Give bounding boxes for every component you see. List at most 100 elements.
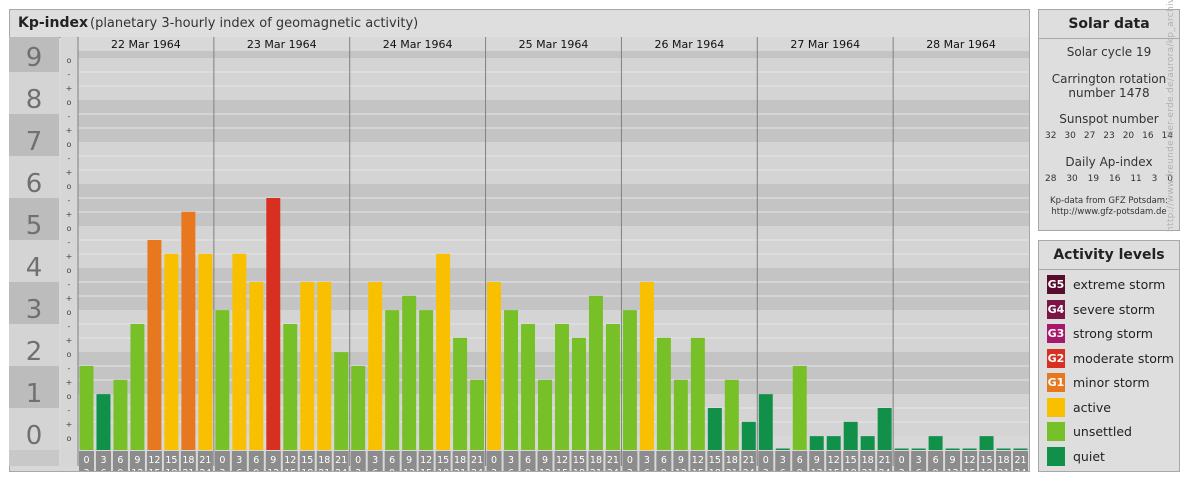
interval-cell: [554, 451, 570, 471]
kp-bar: [232, 253, 247, 450]
interval-start-label: 21: [335, 455, 347, 466]
interval-start-label: 15: [845, 455, 857, 466]
minor-tick-label: +: [66, 84, 73, 93]
sunspot-value: 30: [1064, 131, 1076, 141]
kp-bar: [317, 282, 332, 450]
interval-start-label: 15: [709, 455, 721, 466]
kp-bar: [249, 282, 264, 450]
kp-bar: [113, 379, 128, 450]
kp-bar: [1013, 448, 1028, 450]
interval-cell: [945, 451, 961, 471]
interval-end-label: 3: [899, 468, 905, 471]
interval-start-label: 3: [508, 455, 514, 466]
interval-start-label: 21: [743, 455, 755, 466]
ap-value: 30: [1066, 174, 1078, 184]
y-axis-band: [9, 282, 59, 324]
minor-tick-label: o: [67, 392, 72, 401]
y-tick-label: 8: [26, 85, 43, 115]
kp-band: [78, 226, 1029, 268]
interval-end-label: 18: [573, 468, 585, 471]
interval-end-label: 15: [148, 468, 160, 471]
kp-bar: [555, 324, 569, 450]
interval-start-label: 3: [372, 455, 378, 466]
interval-end-label: 21: [590, 468, 602, 471]
interval-start-label: 15: [573, 455, 585, 466]
sunspot-value: 20: [1122, 131, 1135, 141]
legend-label: quiet: [1073, 448, 1105, 464]
y-tick-label: 2: [26, 337, 43, 367]
y-axis-band: [9, 156, 59, 198]
kp-bar: [792, 366, 807, 450]
data-credit-link[interactable]: http://www.gfz-potsdam.de: [1051, 207, 1167, 217]
sunspot-values: 32 30 27 23 20 16 14: [1039, 131, 1179, 141]
legend-label: severe storm: [1073, 301, 1155, 317]
y-tick-label: 0: [26, 421, 43, 451]
interval-cell: [520, 451, 536, 471]
interval-cell: [673, 451, 689, 471]
kp-bar: [283, 324, 298, 450]
interval-cell: [639, 451, 655, 471]
day-label: 22 Mar 1964: [111, 38, 181, 51]
minor-tick-label: -: [68, 280, 71, 289]
y-tick-label: 5: [26, 211, 43, 241]
interval-end-label: 12: [811, 468, 823, 471]
interval-start-label: 15: [165, 455, 177, 466]
interval-cell: [197, 451, 213, 471]
interval-start-label: 18: [862, 455, 874, 466]
kp-bar: [402, 295, 417, 450]
sunspot-value: 23: [1103, 131, 1115, 141]
interval-cell: [996, 451, 1012, 471]
y-axis-band: [9, 366, 59, 408]
kp-bar: [351, 366, 366, 450]
interval-end-label: 3: [627, 468, 633, 471]
interval-end-label: 21: [862, 468, 874, 471]
interval-cell: [248, 451, 264, 471]
daily-ap-values: 28 30 19 16 11 3 0: [1039, 174, 1179, 184]
interval-end-label: 9: [525, 468, 531, 471]
kp-bar: [470, 379, 485, 450]
interval-end-label: 3: [763, 468, 769, 471]
minor-tick-label: +: [66, 336, 73, 345]
minor-tick-label: -: [68, 364, 71, 373]
kp-bar: [673, 379, 688, 450]
y-tick-label: 4: [26, 253, 43, 283]
y-axis-band: [9, 72, 59, 114]
interval-start-label: 9: [950, 455, 956, 466]
interval-start-label: 0: [763, 455, 769, 466]
interval-cell: [690, 451, 706, 471]
y-axis-band: [9, 324, 59, 366]
legend-label: strong storm: [1073, 326, 1153, 341]
day-label: 24 Mar 1964: [383, 38, 453, 51]
interval-end-label: 6: [372, 468, 378, 471]
interval-cell: [401, 451, 417, 471]
interval-cell: [979, 451, 995, 471]
interval-end-label: 18: [301, 468, 313, 471]
kp-bar: [707, 408, 722, 450]
day-label: 25 Mar 1964: [519, 38, 589, 51]
ap-value: 11: [1130, 174, 1142, 184]
kp-bar: [79, 366, 94, 450]
interval-cell: [809, 451, 825, 471]
sunspot-value: 32: [1045, 131, 1057, 141]
interval-start-label: 12: [148, 455, 160, 466]
interval-end-label: 6: [644, 468, 650, 471]
interval-start-label: 3: [236, 455, 242, 466]
y-tick-label: 9: [26, 43, 43, 73]
interval-cell: [435, 451, 451, 471]
interval-start-label: 0: [491, 455, 497, 466]
legend-label: extreme storm: [1073, 277, 1166, 292]
interval-end-label: 6: [236, 468, 242, 471]
interval-start-label: 3: [644, 455, 650, 466]
carrington-rotation-label: Carrington rotation: [1051, 72, 1167, 86]
minor-tick-label: +: [66, 420, 73, 429]
daily-ap-title: Daily Ap-index: [1065, 155, 1153, 169]
interval-start-label: 9: [542, 455, 548, 466]
interval-end-label: 15: [284, 468, 296, 471]
legend-item: G1 minor storm: [1047, 373, 1150, 392]
kp-bar: [334, 352, 349, 450]
minor-tick-label: o: [67, 98, 72, 107]
interval-cell: [707, 451, 723, 471]
interval-end-label: 9: [797, 468, 803, 471]
interval-start-label: 12: [964, 455, 976, 466]
legend-swatch: [1047, 446, 1065, 466]
